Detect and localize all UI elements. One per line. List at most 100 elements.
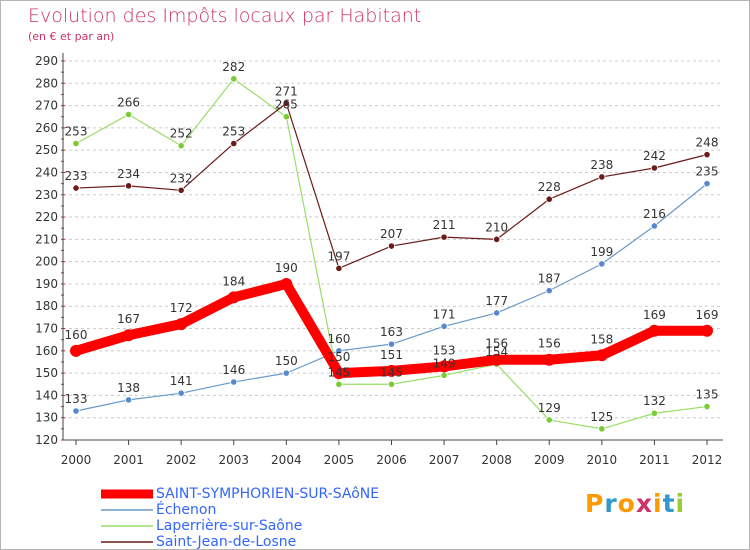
data-point (650, 409, 659, 417)
data-label: 133 (65, 392, 88, 406)
data-label: 145 (380, 365, 403, 379)
data-label: 252 (170, 127, 193, 141)
x-tick-label: 2002 (166, 453, 197, 467)
data-label: 158 (590, 332, 613, 346)
data-point (227, 291, 240, 304)
data-label: 210 (485, 220, 508, 234)
data-label: 169 (696, 308, 719, 322)
data-point (543, 353, 556, 366)
data-point (72, 407, 80, 415)
y-tick-label: 160 (35, 344, 58, 358)
chart-title: Evolution des Impôts locaux par Habitant (28, 5, 422, 27)
data-point (122, 329, 135, 342)
y-tick-label: 190 (35, 277, 58, 291)
data-label: 199 (590, 245, 613, 259)
legend-swatch-laperriere (101, 525, 153, 527)
data-point (545, 416, 553, 424)
x-tick-label: 2006 (376, 453, 407, 467)
data-point (598, 173, 606, 181)
data-point (490, 353, 503, 366)
legend-label-saint-symphorien: SAINT-SYMPHORIEN-SUR-SAôNE (156, 486, 380, 502)
data-label: 125 (590, 410, 613, 424)
proxiti-logo: Proxiti (585, 489, 685, 518)
data-point (124, 110, 133, 119)
x-tick-label: 2004 (271, 453, 302, 467)
data-label: 169 (643, 308, 666, 322)
data-point (648, 324, 661, 337)
data-point (440, 233, 448, 241)
data-label: 265 (275, 98, 298, 112)
data-label: 232 (170, 171, 193, 185)
data-point (335, 264, 343, 272)
data-point (438, 360, 451, 373)
data-point (440, 371, 448, 379)
data-point (230, 75, 238, 83)
y-tick-label: 200 (35, 255, 58, 269)
data-point (545, 287, 553, 295)
y-tick-label: 290 (35, 54, 58, 68)
data-point (598, 260, 606, 268)
data-label: 211 (433, 218, 456, 232)
data-label: 150 (327, 350, 350, 364)
data-label: 187 (538, 272, 561, 286)
grid-layer (63, 60, 721, 419)
data-label: 135 (696, 388, 719, 402)
data-label: 271 (275, 84, 298, 98)
y-tick-label: 240 (35, 165, 58, 179)
data-point (387, 340, 396, 348)
logo-letter: o (617, 489, 636, 518)
data-point (335, 347, 343, 355)
y-tick-label: 180 (35, 299, 58, 313)
y-tick-label: 130 (35, 411, 58, 425)
chart-subtitle: (en € et par an) (28, 30, 115, 43)
x-tick-label: 2005 (324, 453, 355, 467)
data-label: 253 (65, 124, 88, 138)
data-point (230, 139, 238, 148)
data-label: 129 (538, 401, 561, 415)
legend-swatch-echenon (101, 509, 153, 511)
y-tick-label: 140 (35, 388, 58, 402)
data-point (230, 378, 238, 386)
data-point (595, 349, 608, 362)
data-label: 171 (433, 307, 456, 321)
legend-label-laperriere: Laperrière-sur-Saône (156, 518, 303, 534)
data-point (72, 184, 80, 192)
x-tick-label: 2000 (61, 453, 92, 467)
data-point (598, 425, 606, 433)
data-label: 197 (327, 249, 350, 263)
data-point (282, 99, 290, 107)
data-point (335, 380, 343, 388)
data-label: 216 (643, 207, 666, 221)
x-tick-label: 2008 (481, 453, 512, 467)
data-label: 141 (170, 374, 193, 388)
data-label: 145 (327, 365, 350, 379)
x-tick-label: 2009 (534, 453, 565, 467)
data-label: 156 (538, 337, 561, 351)
data-point (124, 396, 133, 404)
data-label: 154 (485, 345, 508, 359)
data-point (282, 113, 290, 121)
data-point (332, 367, 345, 380)
data-label: 235 (696, 165, 719, 179)
data-point (72, 139, 80, 148)
data-point (650, 222, 659, 230)
data-point (124, 182, 133, 190)
data-label: 153 (433, 343, 456, 357)
logo-letter: P (585, 489, 605, 518)
data-point (440, 322, 448, 330)
data-point (387, 380, 396, 388)
data-point (177, 142, 185, 150)
x-tick-label: 2012 (692, 453, 723, 467)
y-tick-label: 260 (35, 121, 58, 135)
logo-letter: t (662, 489, 676, 518)
data-point (282, 369, 290, 377)
data-label: 238 (590, 158, 613, 172)
data-label: 282 (222, 60, 245, 74)
logo-letter: x (635, 489, 653, 518)
series-layer (70, 75, 713, 433)
x-tick-label: 2007 (429, 453, 460, 467)
data-label: 156 (485, 337, 508, 351)
data-label: 132 (643, 394, 666, 408)
